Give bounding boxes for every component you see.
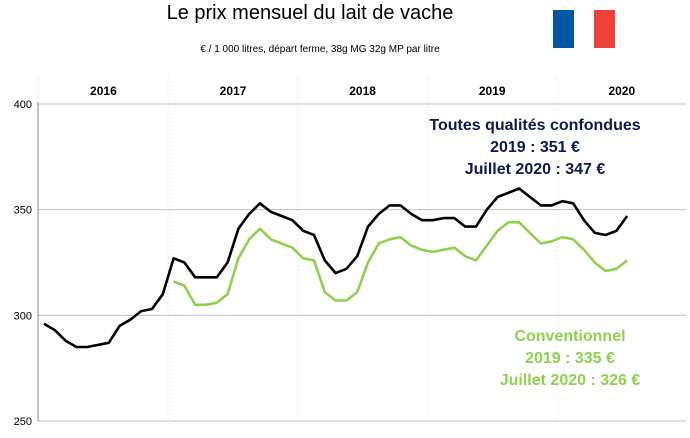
y-tick-label: 400 (14, 99, 32, 111)
annotation-conventionnel: Conventionnel 2019 : 335 € Juillet 2020 … (470, 326, 670, 392)
france-flag-icon (553, 10, 616, 48)
annotation-total-line-1: Toutes qualités confondues (429, 117, 641, 134)
annotation-total-line-3: Juillet 2020 : 347 € (464, 161, 606, 178)
annotation-conv-line-1: Conventionnel (514, 328, 626, 345)
y-tick-label: 250 (14, 416, 32, 428)
annotation-total: Toutes qualités confondues 2019 : 351 € … (395, 115, 675, 181)
chart-title: Le prix mensuel du lait de vache (166, 2, 454, 24)
flag-blue-band (553, 10, 574, 48)
y-tick-label: 350 (14, 205, 32, 217)
annotation-conv-line-2: 2019 : 335 € (525, 350, 615, 367)
flag-red-band (594, 10, 616, 48)
series-line-total (43, 187, 629, 349)
x-year-label: 2019 (479, 84, 506, 98)
series-line-conventionnel (173, 221, 628, 307)
annotation-total-line-2: 2019 : 351 € (490, 139, 580, 156)
flag-white-band (573, 10, 595, 48)
x-year-label: 2018 (349, 84, 376, 98)
x-year-label: 2017 (220, 84, 247, 98)
chart-subtitle: € / 1 000 litres, départ ferme, 38g MG 3… (200, 44, 440, 55)
y-tick-label: 300 (14, 310, 32, 322)
x-year-label: 2016 (90, 84, 117, 98)
x-year-label: 2020 (608, 84, 635, 98)
annotation-conv-line-3: Juillet 2020 : 326 € (499, 372, 641, 389)
